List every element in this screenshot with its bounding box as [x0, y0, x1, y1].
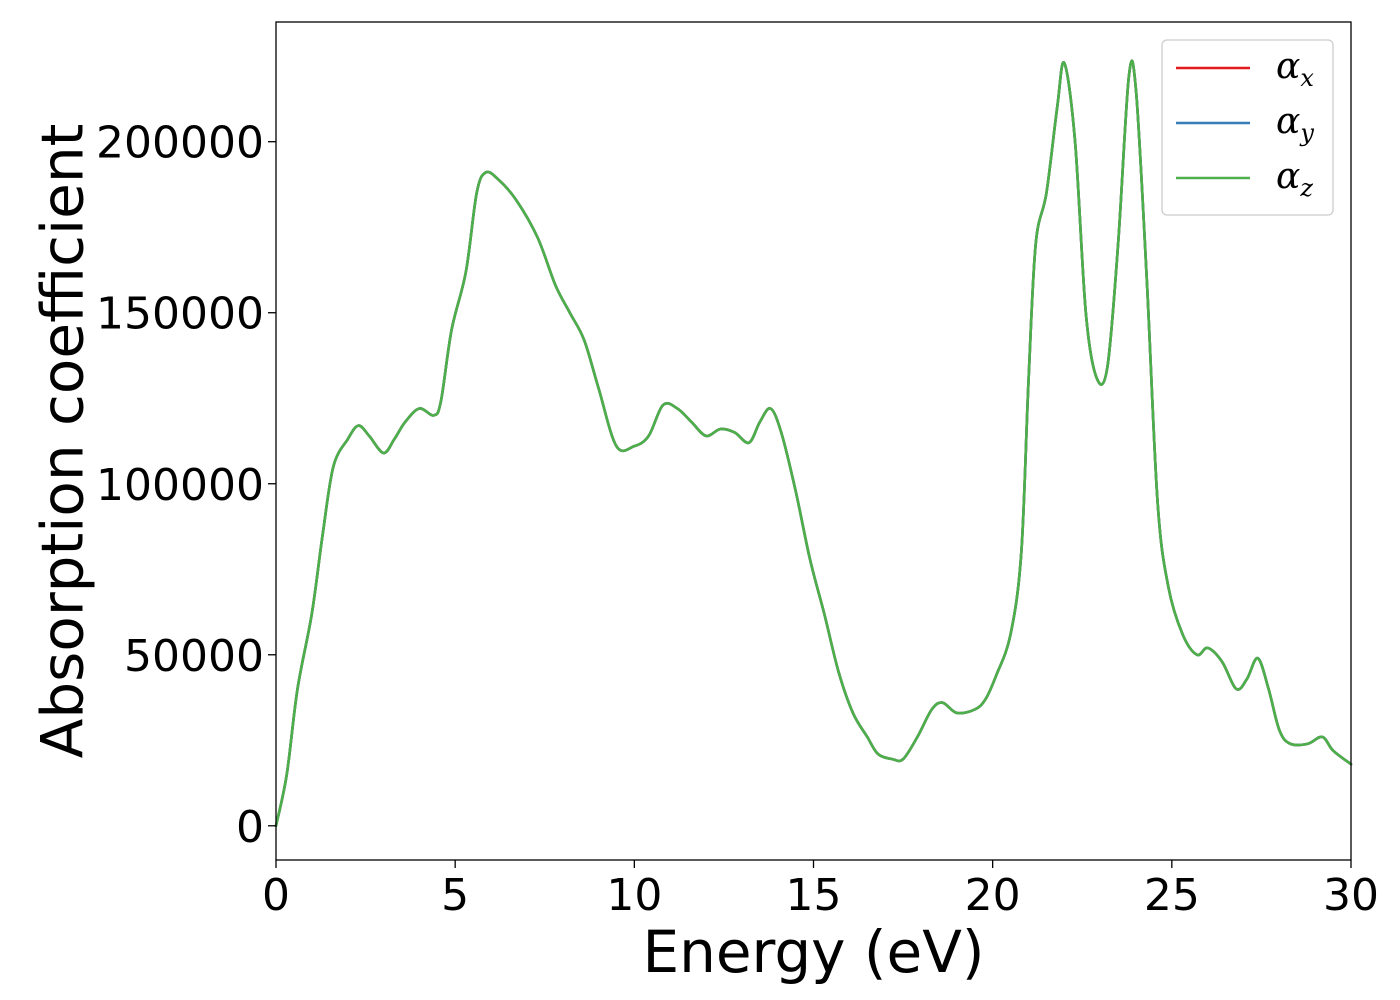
x-axis-ticks: 0 5 10 15 20 25 30 — [262, 860, 1379, 921]
legend-label-z: αz — [1276, 156, 1313, 202]
legend-label-y: αy — [1276, 101, 1314, 147]
y-tick-label: 200000 — [96, 118, 264, 169]
legend: αx αy αz — [1161, 39, 1334, 216]
plot-frame — [275, 21, 1352, 861]
x-axis-title: Energy (eV) — [642, 918, 984, 986]
x-tick-label: 10 — [606, 870, 662, 921]
x-tick-label: 25 — [1144, 870, 1200, 921]
legend-label-x: αx — [1276, 46, 1314, 92]
y-tick-label: 0 — [236, 802, 264, 853]
legend-box — [1161, 39, 1334, 216]
y-axis-title: Absorption coefficient — [28, 124, 96, 759]
y-axis-ticks: 0 50000 100000 150000 200000 — [96, 118, 276, 853]
y-tick-label: 100000 — [96, 460, 264, 511]
x-tick-label: 15 — [786, 870, 842, 921]
x-tick-label: 5 — [441, 870, 469, 921]
y-tick-label: 150000 — [96, 289, 264, 340]
x-tick-label: 30 — [1323, 870, 1379, 921]
y-tick-label: 50000 — [124, 631, 264, 682]
series-line-z — [274, 59, 1353, 828]
x-tick-label: 20 — [965, 870, 1021, 921]
series-layer — [274, 59, 1353, 828]
x-tick-label: 0 — [262, 870, 290, 921]
